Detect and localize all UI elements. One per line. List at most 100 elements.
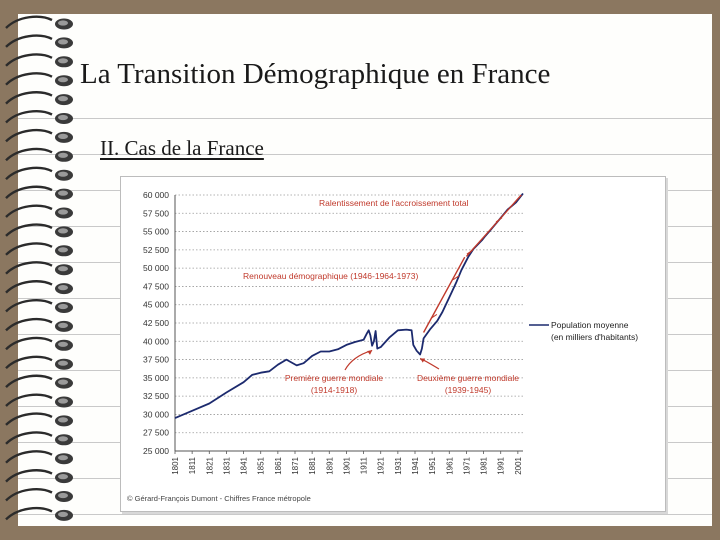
spiral-wire: [5, 91, 53, 105]
spiral-hole-highlight: [58, 322, 68, 328]
x-tick-label: 1831: [222, 456, 231, 474]
y-tick-label: 52 500: [143, 245, 169, 255]
spiral-wire: [5, 34, 53, 48]
spiral-ring: [5, 242, 73, 257]
slide-subtitle: II. Cas de la France: [100, 136, 264, 160]
spiral-wire: [5, 204, 53, 218]
y-tick-label: 57 500: [143, 208, 169, 218]
spiral-hole-highlight: [58, 133, 68, 139]
legend-label-line1: Population moyenne: [551, 320, 629, 330]
annotation-ralentissement: Ralentissement de l'accroissement total: [319, 198, 469, 208]
slide-rule: [18, 514, 712, 515]
y-tick-label: 37 500: [143, 355, 169, 365]
spiral-wire: [5, 488, 53, 502]
arrow-ww2-head: [420, 358, 426, 363]
legend-label-line2: (en milliers d'habitants): [551, 332, 638, 342]
spiral-ring: [5, 34, 73, 49]
spiral-wire: [5, 355, 53, 370]
y-tick-label: 32 500: [143, 391, 169, 401]
y-tick-label: 40 000: [143, 336, 169, 346]
spiral-hole-highlight: [58, 417, 68, 423]
spiral-wire: [5, 299, 53, 313]
spiral-hole-highlight: [58, 247, 68, 253]
trend-line-ralentissement: [465, 194, 522, 257]
spiral-ring: [5, 469, 73, 484]
x-tick-label: 1891: [325, 456, 334, 474]
spiral-hole-highlight: [58, 58, 68, 64]
spiral-hole-highlight: [58, 285, 68, 291]
spiral-wire: [5, 336, 53, 351]
slide-rule: [18, 118, 712, 119]
y-tick-label: 27 500: [143, 428, 169, 438]
y-tick-label: 30 000: [143, 409, 169, 419]
annotation-ww1: Première guerre mondiale: [285, 373, 384, 383]
spiral-hole-highlight: [58, 20, 68, 26]
spiral-hole-highlight: [58, 266, 68, 272]
spiral-ring: [5, 299, 73, 313]
x-tick-label: 1811: [188, 456, 197, 474]
spiral-hole-highlight: [58, 171, 68, 177]
trend-line-renouveau: [422, 256, 466, 333]
y-tick-label: 50 000: [143, 263, 169, 273]
spiral-ring: [5, 355, 73, 370]
spiral-ring: [5, 506, 73, 521]
spiral-hole-highlight: [58, 341, 68, 347]
spiral-hole-highlight: [58, 190, 68, 196]
spiral-ring: [5, 261, 73, 276]
x-tick-label: 1881: [308, 456, 317, 474]
spiral-hole-highlight: [58, 96, 68, 102]
spiral-ring: [5, 336, 73, 351]
x-tick-label: 1841: [240, 456, 249, 474]
spiral-wire: [5, 393, 53, 407]
y-tick-label: 60 000: [143, 190, 169, 200]
spiral-hole-highlight: [58, 379, 68, 385]
x-tick-label: 1931: [394, 456, 403, 474]
spiral-hole-highlight: [58, 303, 68, 310]
trend-tick: [466, 249, 474, 255]
spiral-wire: [5, 450, 53, 464]
trend-tick: [430, 314, 438, 319]
spiral-wire: [5, 242, 53, 256]
spiral-ring: [5, 166, 73, 181]
spiral-wire: [5, 469, 53, 483]
x-tick-label: 1961: [445, 456, 454, 474]
series-line: [174, 192, 524, 419]
spiral-wire: [5, 261, 53, 275]
x-tick-label: 1851: [257, 456, 266, 474]
spiral-ring: [5, 393, 73, 408]
x-tick-label: 1971: [462, 456, 471, 474]
trend-tick: [495, 217, 503, 223]
x-tick-label: 2001: [514, 456, 523, 474]
spiral-hole-highlight: [58, 209, 68, 215]
spiral-wire: [5, 223, 53, 237]
y-tick-label: 55 000: [143, 227, 169, 237]
spiral-ring: [5, 431, 73, 446]
spiral-hole-highlight: [58, 114, 68, 121]
annotation-ww2-dates: (1939-1945): [445, 385, 491, 395]
y-tick-label: 35 000: [143, 373, 169, 383]
annotation-ww2: Deuxième guerre mondiale: [417, 373, 519, 383]
x-tick-label: 1991: [497, 456, 506, 474]
y-tick-label: 45 000: [143, 300, 169, 310]
x-tick-label: 1941: [411, 456, 420, 474]
spiral-hole-highlight: [58, 152, 68, 158]
arrow-ww1-head: [367, 350, 373, 355]
spiral-ring: [5, 223, 73, 238]
spiral-ring: [5, 204, 73, 219]
spiral-wire: [5, 53, 53, 67]
spiral-wire: [5, 431, 53, 445]
spiral-ring: [5, 15, 73, 30]
spiral-ring: [5, 488, 73, 502]
spiral-hole-highlight: [58, 455, 68, 461]
slide-rule: [18, 154, 712, 155]
population-chart: 25 000 27 500 30 000 32 500 35 000 37 500 40 0…: [120, 176, 666, 512]
x-tick-label: 1861: [274, 456, 283, 474]
trend-tick: [452, 275, 460, 281]
spiral-wire: [5, 166, 53, 181]
spiral-ring: [5, 53, 73, 68]
spiral-wire: [5, 72, 53, 86]
spiral-wire: [5, 147, 53, 162]
spiral-ring: [5, 280, 73, 295]
spiral-ring: [5, 450, 73, 465]
slide-title: La Transition Démographique en France: [80, 58, 551, 90]
